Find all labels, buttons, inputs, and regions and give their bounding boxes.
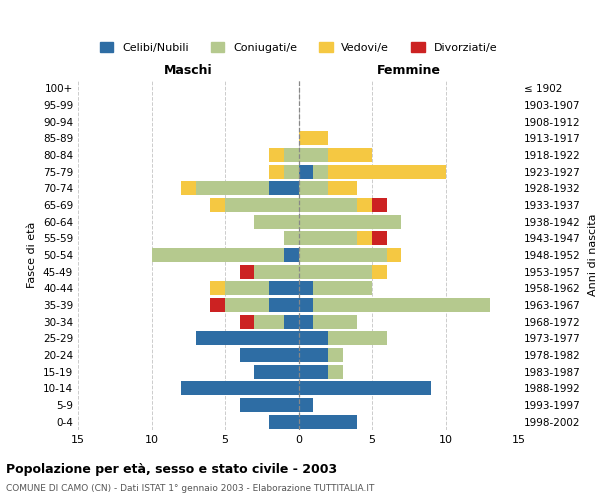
Bar [299,364,328,379]
Bar [181,381,299,396]
Y-axis label: Fasce di età: Fasce di età [28,222,37,288]
Bar [284,164,299,179]
Bar [254,214,299,229]
Bar [152,248,284,262]
Bar [313,298,490,312]
Bar [240,264,254,279]
Bar [313,314,357,329]
Bar [328,332,387,345]
Bar [313,281,372,295]
Bar [269,298,299,312]
Bar [196,332,299,345]
Bar [299,182,328,196]
Bar [299,164,313,179]
Bar [240,398,299,412]
Bar [284,231,299,246]
Bar [211,281,225,295]
Bar [269,281,299,295]
Bar [284,248,299,262]
Bar [211,298,225,312]
Bar [299,398,313,412]
Bar [240,314,254,329]
Text: Femmine: Femmine [377,64,441,76]
Text: Popolazione per età, sesso e stato civile - 2003: Popolazione per età, sesso e stato civil… [6,462,337,475]
Bar [225,281,269,295]
Bar [299,281,313,295]
Bar [269,182,299,196]
Bar [299,314,313,329]
Bar [358,198,372,212]
Y-axis label: Anni di nascita: Anni di nascita [587,214,598,296]
Bar [299,148,328,162]
Bar [225,198,299,212]
Bar [254,314,284,329]
Bar [358,231,372,246]
Bar [284,314,299,329]
Legend: Celibi/Nubili, Coniugati/e, Vedovi/e, Divorziati/e: Celibi/Nubili, Coniugati/e, Vedovi/e, Di… [94,36,503,59]
Bar [328,364,343,379]
Bar [299,248,387,262]
Bar [299,298,313,312]
Bar [328,348,343,362]
Bar [299,414,358,428]
Bar [372,198,387,212]
Bar [254,264,299,279]
Bar [328,182,357,196]
Bar [299,264,372,279]
Bar [299,381,431,396]
Bar [269,414,299,428]
Bar [254,364,299,379]
Bar [299,348,328,362]
Bar [225,298,269,312]
Bar [372,231,387,246]
Bar [299,198,358,212]
Bar [328,148,372,162]
Bar [299,214,401,229]
Bar [299,332,328,345]
Text: Maschi: Maschi [164,64,212,76]
Bar [181,182,196,196]
Bar [313,164,328,179]
Text: COMUNE DI CAMO (CN) - Dati ISTAT 1° gennaio 2003 - Elaborazione TUTTITALIA.IT: COMUNE DI CAMO (CN) - Dati ISTAT 1° genn… [6,484,374,493]
Bar [284,148,299,162]
Bar [240,348,299,362]
Bar [387,248,401,262]
Bar [299,132,328,145]
Bar [299,231,358,246]
Bar [269,164,284,179]
Bar [269,148,284,162]
Bar [196,182,269,196]
Bar [328,164,445,179]
Bar [211,198,225,212]
Bar [372,264,387,279]
